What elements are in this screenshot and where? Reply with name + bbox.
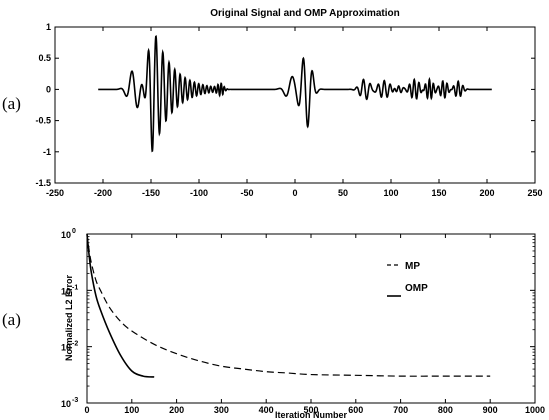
signal-x-ticks: -250 -200 -150 -100 -50 0 50 100 150 200 250 — [46, 27, 543, 198]
signal-x-tick-label: 150 — [431, 188, 446, 198]
legend: MP OMP — [387, 261, 428, 297]
error-x-tick-label: 900 — [483, 405, 498, 415]
error-x-tick-label: 800 — [438, 405, 453, 415]
signal-y-tick-label: 1 — [46, 22, 51, 32]
signal-y-tick-label: -1.5 — [35, 178, 51, 188]
error-x-tick-label: 100 — [124, 405, 139, 415]
signal-plot-frame — [54, 26, 536, 184]
error-y-tick-exponent: -3 — [72, 397, 78, 404]
legend-label-mp: MP — [405, 261, 420, 272]
signal-chart: Original Signal and OMP Approximation -2… — [35, 8, 542, 198]
panel-label-top: (a) — [2, 94, 21, 113]
panel-label-bottom: (a) — [2, 310, 21, 329]
error-x-tick-label: 300 — [214, 405, 229, 415]
error-x-tick-label: 200 — [169, 405, 184, 415]
error-y-label: Normalized L2 Error — [64, 274, 74, 361]
error-x-tick-label: 500 — [303, 405, 318, 415]
signal-x-tick-label: -50 — [240, 188, 253, 198]
error-chart: 0 100 200 300 400 500 600 700 800 900 1000 10 -310-… — [61, 228, 545, 420]
signal-x-tick-label: -150 — [142, 188, 160, 198]
signal-line — [98, 35, 492, 153]
error-x-label: Iteration Number — [275, 410, 348, 420]
error-y-tick-label: 10 — [61, 399, 71, 409]
error-y-tick-exponent: 0 — [72, 228, 76, 235]
signal-y-tick-label: -0.5 — [35, 116, 51, 126]
signal-chart-title: Original Signal and OMP Approximation — [210, 8, 399, 19]
legend-label-omp: OMP — [405, 283, 428, 294]
error-x-ticks: 0 100 200 300 400 500 600 700 800 900 1000 — [84, 234, 545, 415]
error-plot-frame — [86, 233, 536, 404]
signal-y-tick-label: 0.5 — [38, 53, 51, 63]
series-line-mp — [86, 233, 491, 377]
signal-x-tick-label: 50 — [338, 188, 348, 198]
signal-x-tick-label: -250 — [46, 188, 64, 198]
signal-x-tick-label: 0 — [292, 188, 297, 198]
signal-x-tick-label: 250 — [527, 188, 542, 198]
signal-x-tick-label: -100 — [190, 188, 208, 198]
signal-y-tick-label: 0 — [46, 84, 51, 94]
error-y-tick-exponent: -1 — [72, 284, 78, 291]
signal-x-tick-label: 200 — [479, 188, 494, 198]
error-y-tick-label: 10 — [61, 230, 71, 240]
error-y-tick-exponent: -2 — [72, 341, 78, 348]
error-y-tick-label: 10 — [61, 343, 71, 353]
signal-y-tick-label: -1 — [43, 147, 51, 157]
error-x-tick-label: 0 — [84, 405, 89, 415]
signal-y-ticks: -1.5 -1 -0.5 0 0.5 1 — [35, 22, 535, 188]
signal-x-tick-label: 100 — [383, 188, 398, 198]
signal-x-tick-label: -200 — [94, 188, 112, 198]
series-line-omp — [86, 233, 155, 378]
error-x-tick-label: 1000 — [525, 405, 545, 415]
error-y-tick-label: 10 — [61, 286, 71, 296]
error-x-tick-label: 700 — [393, 405, 408, 415]
error-x-tick-label: 400 — [259, 405, 274, 415]
error-x-tick-label: 600 — [348, 405, 363, 415]
